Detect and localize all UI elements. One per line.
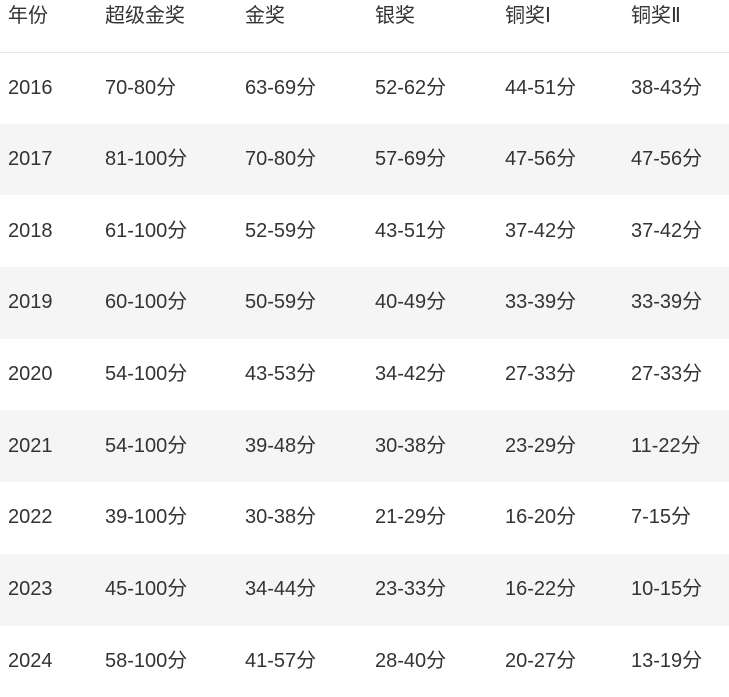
year-cell: 2016 [0, 52, 97, 124]
score-range-cell: 52-62分 [367, 52, 497, 124]
score-range-cell: 30-38分 [237, 482, 367, 554]
column-header-year: 年份 [0, 0, 97, 52]
column-header-super-gold: 超级金奖 [97, 0, 237, 52]
score-range-cell: 81-100分 [97, 124, 237, 196]
score-range-cell: 37-42分 [623, 195, 729, 267]
score-range-cell: 16-20分 [497, 482, 623, 554]
score-range-cell: 20-27分 [497, 626, 623, 697]
column-header-silver: 银奖 [367, 0, 497, 52]
score-range-cell: 43-53分 [237, 339, 367, 411]
score-range-cell: 43-51分 [367, 195, 497, 267]
year-cell: 2022 [0, 482, 97, 554]
score-range-cell: 23-33分 [367, 554, 497, 626]
year-cell: 2018 [0, 195, 97, 267]
year-cell: 2023 [0, 554, 97, 626]
score-range-cell: 39-100分 [97, 482, 237, 554]
column-header-bronze-1: 铜奖Ⅰ [497, 0, 623, 52]
score-range-cell: 33-39分 [623, 267, 729, 339]
column-header-gold: 金奖 [237, 0, 367, 52]
score-range-cell: 38-43分 [623, 52, 729, 124]
score-range-cell: 52-59分 [237, 195, 367, 267]
score-range-cell: 47-56分 [497, 124, 623, 196]
score-range-cell: 54-100分 [97, 410, 237, 482]
score-range-cell: 70-80分 [237, 124, 367, 196]
score-range-cell: 58-100分 [97, 626, 237, 697]
score-range-cell: 41-57分 [237, 626, 367, 697]
score-range-cell: 13-19分 [623, 626, 729, 697]
year-cell: 2017 [0, 124, 97, 196]
year-cell: 2019 [0, 267, 97, 339]
score-range-cell: 21-29分 [367, 482, 497, 554]
score-range-cell: 40-49分 [367, 267, 497, 339]
score-range-cell: 61-100分 [97, 195, 237, 267]
score-range-cell: 34-44分 [237, 554, 367, 626]
score-range-cell: 54-100分 [97, 339, 237, 411]
score-range-cell: 60-100分 [97, 267, 237, 339]
score-range-cell: 10-15分 [623, 554, 729, 626]
score-range-cell: 47-56分 [623, 124, 729, 196]
score-range-cell: 23-29分 [497, 410, 623, 482]
score-range-cell: 11-22分 [623, 410, 729, 482]
score-range-cell: 44-51分 [497, 52, 623, 124]
score-range-cell: 16-22分 [497, 554, 623, 626]
column-header-bronze-2: 铜奖Ⅱ [623, 0, 729, 52]
year-cell: 2024 [0, 626, 97, 697]
score-range-cell: 30-38分 [367, 410, 497, 482]
year-cell: 2021 [0, 410, 97, 482]
score-range-cell: 33-39分 [497, 267, 623, 339]
score-range-cell: 28-40分 [367, 626, 497, 697]
year-cell: 2020 [0, 339, 97, 411]
score-range-cell: 37-42分 [497, 195, 623, 267]
score-range-cell: 45-100分 [97, 554, 237, 626]
score-range-cell: 57-69分 [367, 124, 497, 196]
score-range-cell: 50-59分 [237, 267, 367, 339]
score-range-cell: 27-33分 [623, 339, 729, 411]
score-range-cell: 63-69分 [237, 52, 367, 124]
score-range-cell: 34-42分 [367, 339, 497, 411]
score-range-cell: 70-80分 [97, 52, 237, 124]
score-range-cell: 39-48分 [237, 410, 367, 482]
score-range-cell: 7-15分 [623, 482, 729, 554]
score-range-cell: 27-33分 [497, 339, 623, 411]
